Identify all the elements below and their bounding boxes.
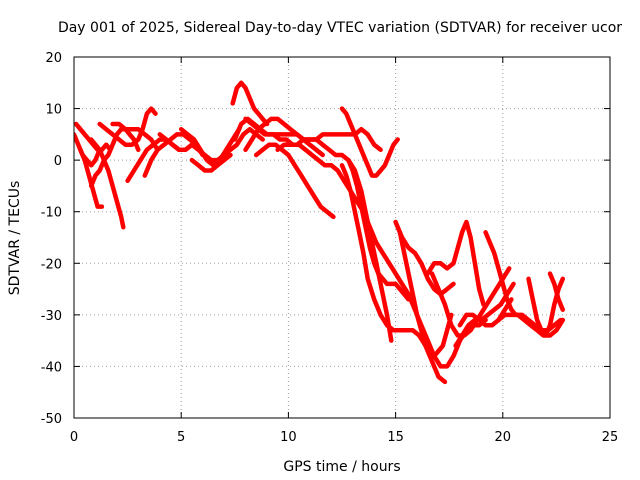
series-arc32	[547, 271, 566, 312]
series-arc27	[453, 281, 516, 349]
series-arc19	[339, 106, 400, 178]
series-arc6	[97, 106, 158, 147]
series-arc30	[496, 312, 566, 338]
series-arc26	[429, 266, 512, 338]
x-tick-label: 10	[280, 430, 297, 445]
series-arc23	[393, 219, 456, 297]
x-tick-label: 0	[70, 430, 78, 445]
series-arc9	[142, 132, 205, 178]
y-tick-label: -20	[41, 257, 62, 272]
series-arc16	[243, 116, 325, 158]
series-arc18	[275, 137, 394, 343]
y-tick-label: -40	[41, 360, 62, 375]
y-tick-label: 20	[45, 51, 62, 66]
chart-title: Day 001 of 2025, Sidereal Day-to-day VTE…	[58, 20, 622, 36]
axis-ticks	[73, 56, 611, 419]
x-tick-label: 15	[387, 430, 404, 445]
y-tick-label: -50	[41, 412, 62, 427]
y-axis-label: SDTVAR / TECUs	[7, 181, 23, 296]
y-tick-label: 0	[54, 154, 62, 169]
x-tick-labels: 0 5 10 15 20 25	[70, 430, 618, 445]
y-tick-label: -30	[41, 309, 62, 324]
x-axis-label: GPS time / hours	[283, 459, 400, 475]
series-arc20	[346, 157, 411, 302]
y-tick-label: 10	[45, 103, 62, 118]
series-arc10	[157, 126, 265, 163]
x-tick-label: 5	[177, 430, 185, 445]
series-arc12	[189, 152, 233, 173]
series-arc5	[88, 126, 141, 189]
series-arc3	[78, 147, 105, 209]
x-tick-label: 25	[602, 430, 619, 445]
data-series-group	[74, 80, 566, 385]
series-arc25	[425, 219, 486, 307]
series-arc13	[230, 80, 270, 127]
x-tick-label: 20	[495, 430, 512, 445]
series-arc4	[88, 137, 126, 230]
series-arc7	[110, 121, 160, 153]
series-arc28	[457, 297, 514, 328]
series-arc17	[253, 142, 336, 220]
series-arc24	[397, 230, 454, 359]
series-arc29	[483, 230, 563, 333]
y-tick-label: -10	[41, 206, 62, 221]
y-tick-labels: -50 -40 -30 -20 -10 0 10 20	[41, 51, 62, 427]
series-arc11	[178, 126, 242, 168]
plot-frame	[73, 56, 611, 419]
